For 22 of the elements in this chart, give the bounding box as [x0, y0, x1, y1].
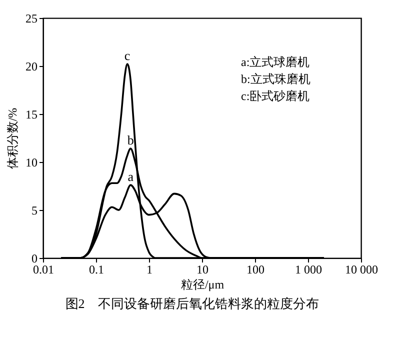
- y-tick-label: 5: [32, 204, 38, 218]
- y-tick-label: 15: [26, 108, 38, 122]
- series-label: b: [127, 132, 134, 148]
- x-tick-label: 10: [196, 262, 208, 276]
- y-axis-title: 体积分数/%: [6, 108, 20, 170]
- y-tick-label: 0: [32, 252, 38, 266]
- series-label: a: [128, 169, 134, 184]
- x-tick-label: 1: [146, 262, 152, 276]
- annotation: c:卧式砂磨机: [241, 89, 310, 103]
- series-label: c: [124, 48, 130, 64]
- annotation: b:立式珠磨机: [241, 72, 310, 86]
- y-tick-label: 20: [26, 60, 38, 74]
- caption: 图2 不同设备研磨后氧化锆料浆的粒度分布: [65, 296, 319, 311]
- annotation: a:立式球磨机: [241, 55, 310, 69]
- x-tick-label: 10 000: [345, 262, 378, 276]
- y-tick-label: 10: [26, 156, 38, 170]
- x-tick-label: 0.1: [89, 262, 104, 276]
- x-axis-title: 粒径/μm: [180, 278, 225, 292]
- y-tick-label: 25: [26, 12, 38, 26]
- x-tick-label: 1 000: [295, 262, 322, 276]
- x-tick-label: 0.01: [33, 262, 54, 276]
- x-tick-label: 100: [246, 262, 264, 276]
